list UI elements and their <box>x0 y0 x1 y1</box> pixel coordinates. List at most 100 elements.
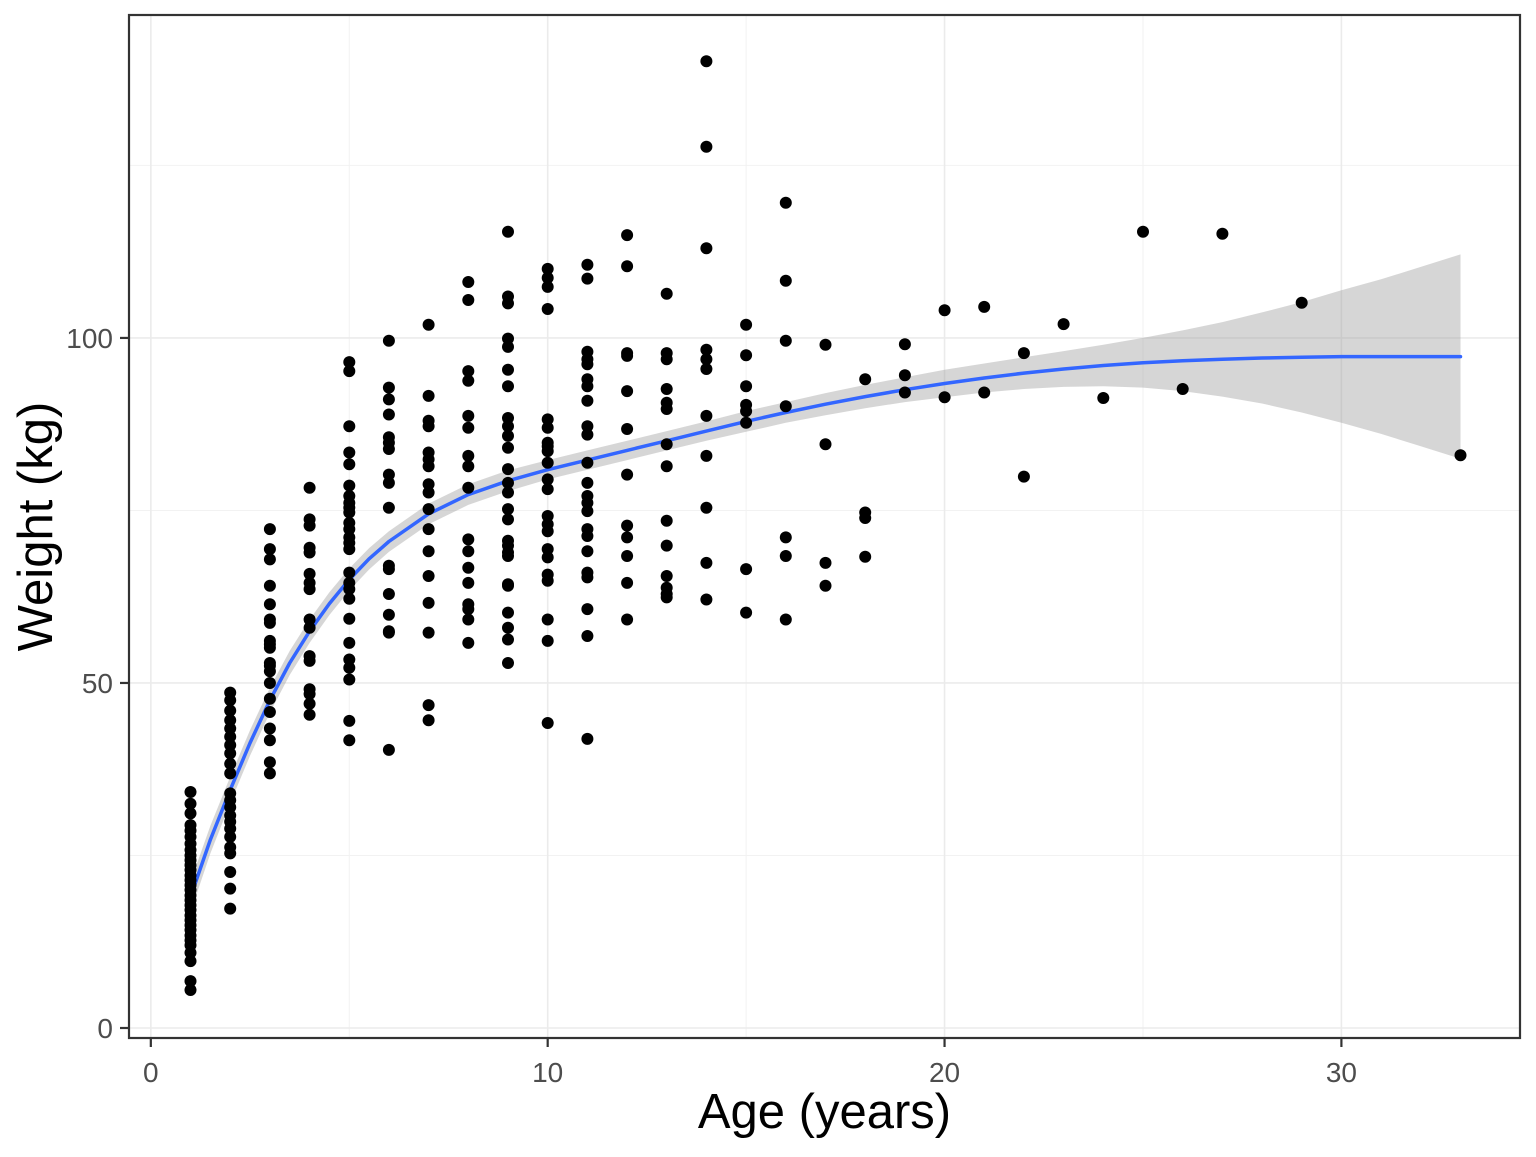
axis-tick-labels: 0 10 20 30 0 50 100 <box>66 323 1357 1088</box>
scatter-point <box>541 473 554 486</box>
y-axis-title: Weight (kg) <box>9 402 63 652</box>
scatter-point <box>1454 449 1467 462</box>
scatter-point <box>541 510 554 522</box>
scatter-point <box>502 441 514 454</box>
scatter-point <box>303 546 316 559</box>
scatter-point <box>541 413 554 426</box>
scatter-point <box>343 673 356 686</box>
scatter-point <box>541 613 554 626</box>
scatter-point <box>700 353 713 366</box>
scatter-point <box>382 381 395 394</box>
scatter-point <box>382 334 395 347</box>
scatter-point <box>343 356 356 369</box>
scatter-point <box>184 807 197 820</box>
scatter-point <box>740 606 753 619</box>
scatter-point <box>422 596 435 609</box>
scatter-point <box>303 481 316 494</box>
scatter-point <box>978 386 991 399</box>
scatter-point <box>422 523 435 536</box>
scatter-point <box>1017 347 1030 360</box>
scatter-point <box>581 456 594 469</box>
scatter-point <box>422 478 435 491</box>
scatter-point <box>502 606 514 619</box>
scatter-point <box>1295 296 1308 309</box>
scatter-point <box>502 513 514 526</box>
scatter-points <box>184 55 1467 996</box>
scatter-point <box>1216 227 1229 240</box>
scatter-point <box>224 866 237 878</box>
scatter-point <box>263 543 276 556</box>
scatter-point <box>382 476 395 489</box>
scatter-point <box>779 334 792 347</box>
scatter-point <box>700 449 713 462</box>
scatter-point <box>224 882 237 895</box>
scatter-point <box>581 545 594 558</box>
scatter-point <box>700 140 713 153</box>
scatter-point <box>224 722 237 735</box>
scatter-point <box>621 229 634 242</box>
scatter-point <box>502 633 514 646</box>
scatter-point <box>382 408 395 421</box>
scatter-point <box>462 533 475 546</box>
scatter-point <box>343 420 356 433</box>
scatter-point <box>621 468 634 481</box>
scatter-point <box>541 634 554 647</box>
scatter-point <box>343 583 356 596</box>
scatter-point <box>303 519 316 532</box>
scatter-point <box>502 550 514 562</box>
scatter-point <box>621 613 634 626</box>
scatter-point <box>819 556 832 569</box>
scatter-point <box>740 380 753 393</box>
scatter-point <box>184 797 197 810</box>
scatter-point <box>819 338 832 351</box>
confidence-ribbon <box>190 254 1461 913</box>
scatter-point <box>343 653 356 666</box>
scatter-point <box>502 297 514 310</box>
scatter-point <box>700 593 713 606</box>
scatter-point <box>224 767 237 780</box>
scatter-point <box>898 369 911 382</box>
scatter-point <box>462 276 475 288</box>
scatter-point <box>541 262 554 275</box>
scatter-point <box>660 438 673 451</box>
scatter-point <box>581 358 594 371</box>
scatter-point <box>700 55 713 68</box>
scatter-point <box>263 523 276 536</box>
scatter-point <box>224 714 237 727</box>
scatter-point <box>343 592 356 605</box>
scatter-point <box>462 561 475 574</box>
scatter-point <box>700 242 713 255</box>
scatter-point <box>462 374 475 387</box>
scatter-point <box>541 271 554 284</box>
scatter-point <box>1057 318 1070 331</box>
scatter-point <box>224 830 237 843</box>
scatter-point <box>541 717 554 729</box>
scatter-point <box>422 626 435 639</box>
scatter-point <box>660 353 673 366</box>
loess-smooth-line <box>188 354 1463 899</box>
scatter-point <box>343 446 356 459</box>
scatter-point <box>660 591 673 604</box>
scatter-point <box>502 412 514 424</box>
scatter-point <box>581 603 594 616</box>
scatter-point <box>343 612 356 625</box>
scatter-point <box>660 403 673 415</box>
scatter-point <box>1176 383 1189 395</box>
scatter-point <box>263 641 276 654</box>
scatter-point <box>462 294 475 306</box>
scatter-point <box>224 730 237 743</box>
scatter-point <box>343 506 356 519</box>
scatter-point <box>502 340 514 353</box>
scatter-point <box>621 423 634 435</box>
scatter-point <box>859 373 872 386</box>
scatter-point <box>462 365 475 378</box>
scatter-point <box>700 409 713 422</box>
scatter-point <box>263 767 276 780</box>
y-tick-label: 50 <box>82 668 113 699</box>
scatter-point <box>859 550 872 563</box>
scatter-point <box>303 567 316 580</box>
scatter-point <box>581 530 594 542</box>
scatter-point <box>541 445 554 458</box>
scatter-point <box>224 747 237 760</box>
